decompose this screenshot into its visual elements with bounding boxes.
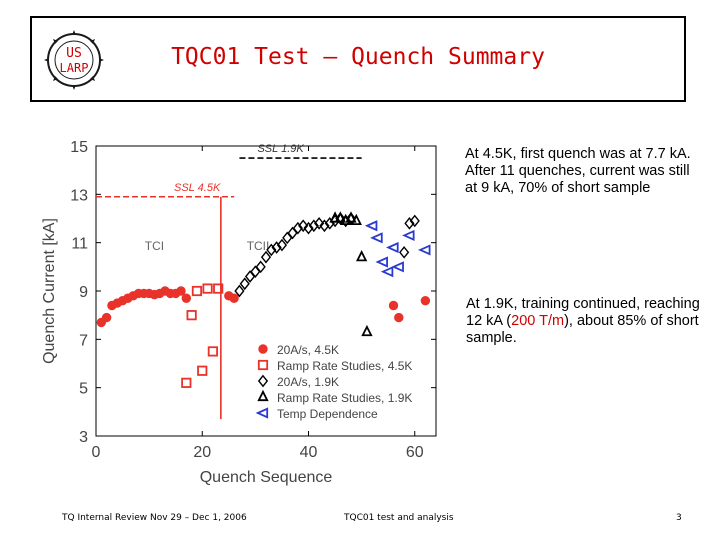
data-point	[370, 232, 383, 244]
data-point	[186, 310, 197, 321]
data-point	[213, 283, 224, 294]
legend-marker	[258, 344, 268, 354]
legend-marker	[257, 389, 269, 402]
data-point	[197, 365, 208, 376]
tc-annotation: TCII	[247, 239, 270, 253]
data-point	[355, 249, 368, 262]
x-tick-label: 60	[406, 444, 424, 461]
legend-marker	[257, 374, 269, 388]
data-point	[388, 300, 399, 311]
data-point	[361, 324, 373, 337]
data-point	[402, 229, 415, 242]
logo-us-text: US	[66, 46, 82, 61]
y-tick-label: 5	[79, 381, 88, 398]
data-point	[417, 244, 431, 256]
data-point	[266, 243, 277, 257]
legend-label: Ramp Rate Studies, 1.9K	[277, 391, 412, 405]
data-point	[239, 277, 250, 291]
note-1-9k-highlight: 200 T/m	[511, 313, 565, 329]
data-point	[234, 284, 245, 298]
data-point	[404, 217, 415, 230]
data-point	[176, 286, 186, 296]
data-point	[409, 214, 420, 228]
page-title: TQC01 Test – Quench Summary	[171, 44, 545, 70]
y-tick-label: 9	[79, 284, 88, 301]
tc-annotation: TCI	[145, 239, 164, 253]
footer-center: TQC01 test and analysis	[344, 513, 454, 523]
data-point	[260, 250, 272, 264]
data-point	[181, 377, 192, 388]
data-point	[391, 261, 404, 273]
data-point	[181, 293, 192, 303]
data-point	[345, 211, 357, 223]
x-tick-label: 40	[300, 444, 318, 461]
legend-label: Ramp Rate Studies, 4.5K	[277, 359, 412, 373]
data-point	[207, 346, 218, 357]
ssl-label: SSL 1.9K	[257, 143, 304, 155]
data-point	[329, 211, 341, 223]
data-point	[276, 238, 288, 252]
x-tick-label: 0	[92, 444, 101, 461]
data-point	[386, 241, 399, 254]
data-point	[229, 293, 239, 303]
legend-label: 20A/s, 1.9K	[277, 375, 339, 389]
note-1-9k-part2: ), about 85% of short sample.	[466, 313, 699, 346]
legend-marker	[257, 359, 269, 371]
data-point	[350, 213, 362, 226]
data-point	[364, 220, 378, 232]
legend-marker	[255, 407, 269, 419]
data-point	[375, 256, 388, 268]
ssl-label: SSL 4.5K	[174, 182, 221, 194]
x-tick-label: 20	[193, 444, 211, 461]
data-point	[334, 211, 347, 223]
data-point	[319, 219, 330, 233]
footer-page-number: 3	[676, 513, 682, 523]
y-tick-label: 11	[71, 236, 88, 253]
x-axis-label: Quench Sequence	[200, 469, 333, 486]
us-larp-logo: US LARP	[44, 30, 104, 90]
footer-left: TQ Internal Review Nov 29 – Dec 1, 2006	[62, 513, 247, 523]
data-point	[191, 285, 203, 297]
y-tick-label: 13	[70, 187, 88, 204]
data-point	[308, 219, 319, 233]
legend-label: Temp Dependence	[277, 407, 378, 421]
note-1-9k-part1: At 1.9K, training continued, reaching 12…	[466, 296, 700, 329]
note-1-9k: At 1.9K, training continued, reaching 12…	[466, 296, 706, 347]
legend-label: 20A/s, 4.5K	[277, 343, 339, 357]
logo-larp-text: LARP	[60, 61, 89, 75]
note-4-5k: At 4.5K, first quench was at 7.7 kA. Aft…	[465, 146, 691, 196]
data-point	[420, 295, 431, 306]
data-point	[380, 266, 394, 278]
data-point	[394, 312, 404, 323]
data-point	[292, 221, 303, 235]
data-point	[202, 283, 213, 294]
data-point	[101, 312, 112, 323]
y-tick-label: 15	[70, 139, 88, 156]
title-box: US LARP TQC01 Test – Quench Summary	[30, 16, 686, 102]
legend-box	[253, 339, 426, 425]
y-tick-label: 7	[79, 332, 88, 349]
data-point	[298, 219, 309, 233]
y-axis-label: Quench Current [kA]	[41, 218, 58, 364]
data-point	[303, 221, 314, 235]
data-point	[314, 217, 325, 230]
data-point	[399, 246, 410, 259]
data-point	[345, 212, 357, 225]
data-point	[255, 260, 266, 274]
y-tick-label: 3	[79, 429, 88, 446]
data-point	[271, 241, 282, 254]
